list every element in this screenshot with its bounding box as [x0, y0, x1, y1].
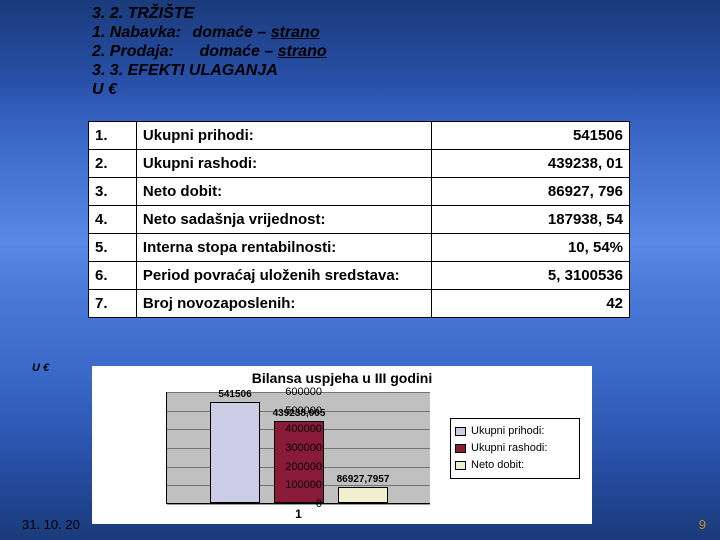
row-value: 42: [432, 290, 630, 318]
table-row: 2.Ukupni rashodi:439238, 01: [89, 150, 630, 178]
chart-bar: [338, 487, 388, 503]
bar-chart: Bilansa uspjeha u III godini 1 541506439…: [92, 366, 592, 524]
row-value: 10, 54%: [432, 234, 630, 262]
table-row: 5.Interna stopa rentabilnosti:10, 54%: [89, 234, 630, 262]
chart-ytick: 100000: [266, 479, 322, 491]
legend-item: Ukupni rashodi:: [455, 440, 575, 457]
section-efekti-title: 3. 3. EFEKTI ULAGANJA: [92, 61, 720, 80]
legend-item: Ukupni prihodi:: [455, 423, 575, 440]
chart-unit-label: U €: [32, 362, 49, 374]
chart-ytick: 600000: [266, 386, 322, 398]
legend-label: Neto dobit:: [471, 457, 524, 474]
footer-page-number: 9: [699, 517, 706, 532]
table-row: 7.Broj novozaposlenih:42: [89, 290, 630, 318]
chart-ytick: 0: [266, 498, 322, 510]
row-num: 6.: [89, 262, 137, 290]
legend-label: Ukupni prihodi:: [471, 423, 544, 440]
legend-swatch: [455, 444, 466, 453]
legend-swatch: [455, 461, 466, 470]
row-num: 1.: [89, 122, 137, 150]
row-num: 7.: [89, 290, 137, 318]
row-value: 187938, 54: [432, 206, 630, 234]
row-value: 439238, 01: [432, 150, 630, 178]
row-num: 4.: [89, 206, 137, 234]
sep2: –: [260, 43, 278, 60]
chart-legend: Ukupni prihodi:Ukupni rashodi:Neto dobit…: [450, 418, 580, 479]
row-label: Neto sadašnja vrijednost:: [136, 206, 431, 234]
row-value: 86927, 796: [432, 178, 630, 206]
table-row: 3.Neto dobit:86927, 796: [89, 178, 630, 206]
table-row: 6.Period povraćaj uloženih sredstava:5, …: [89, 262, 630, 290]
sep: –: [253, 24, 271, 41]
row-num: 2.: [89, 150, 137, 178]
chart-ytick: 500000: [266, 405, 322, 417]
row-label: Neto dobit:: [136, 178, 431, 206]
row-label: Broj novozaposlenih:: [136, 290, 431, 318]
chart-bar-label: 86927,7957: [313, 474, 413, 485]
row-value: 541506: [432, 122, 630, 150]
financial-table: 1.Ukupni prihodi:5415062.Ukupni rashodi:…: [88, 121, 630, 318]
header-unit: U €: [92, 80, 720, 99]
footer-date: 31. 10. 20: [22, 517, 80, 532]
legend-item: Neto dobit:: [455, 457, 575, 474]
nabavka-label: 1. Nabavka:: [92, 23, 188, 42]
chart-ytick: 200000: [266, 461, 322, 473]
row-label: Period povraćaj uloženih sredstava:: [136, 262, 431, 290]
chart-ytick: 400000: [266, 423, 322, 435]
legend-swatch: [455, 427, 466, 436]
nabavka-strano: strano: [271, 24, 320, 41]
prodaja-domace: domaće: [199, 43, 259, 60]
prodaja-label: 2. Prodaja:: [92, 42, 188, 61]
row-num: 5.: [89, 234, 137, 262]
prodaja-line: 2. Prodaja: domaće – strano: [92, 42, 720, 61]
chart-title: Bilansa uspjeha u III godini: [92, 370, 592, 386]
row-value: 5, 3100536: [432, 262, 630, 290]
row-label: Ukupni prihodi:: [136, 122, 431, 150]
legend-label: Ukupni rashodi:: [471, 440, 547, 457]
nabavka-line: 1. Nabavka: domaće – strano: [92, 23, 720, 42]
chart-ytick: 300000: [266, 442, 322, 454]
nabavka-domace: domaće: [192, 24, 252, 41]
table-row: 1.Ukupni prihodi:541506: [89, 122, 630, 150]
row-label: Interna stopa rentabilnosti:: [136, 234, 431, 262]
section-trziste-title: 3. 2. TRŽIŠTE: [92, 4, 720, 23]
table-row: 4.Neto sadašnja vrijednost:187938, 54: [89, 206, 630, 234]
row-num: 3.: [89, 178, 137, 206]
row-label: Ukupni rashodi:: [136, 150, 431, 178]
prodaja-strano: strano: [278, 43, 327, 60]
